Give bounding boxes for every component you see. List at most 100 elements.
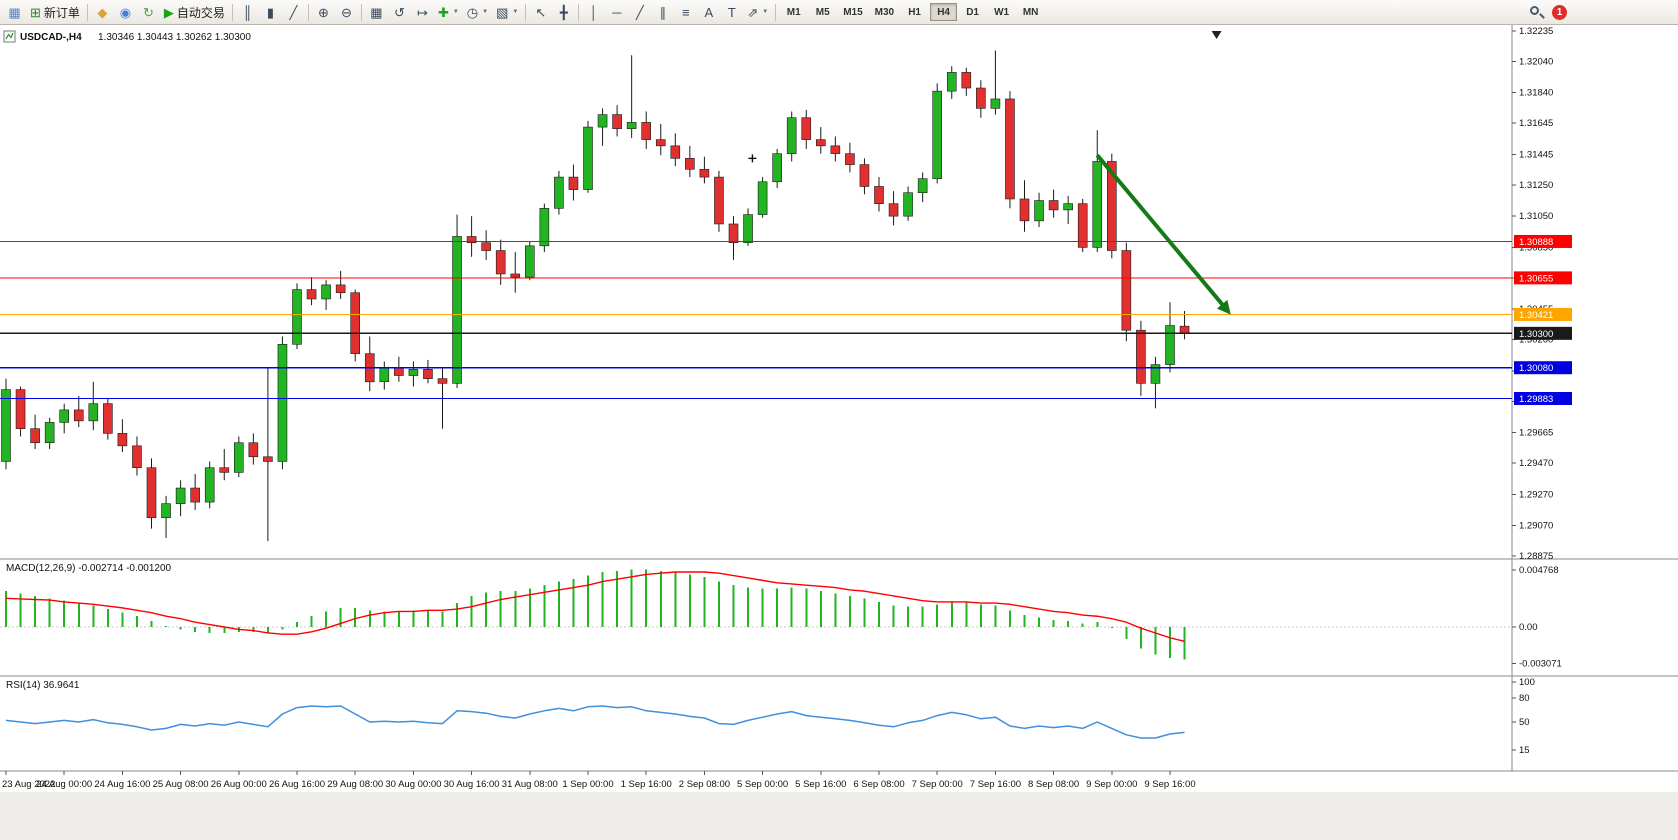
timeframe-m15-button[interactable]: M15 — [843, 6, 863, 18]
autotrading-button[interactable]: ▶ 自动交易 — [160, 2, 229, 23]
timeframe-d1-button[interactable]: D1 — [966, 6, 979, 18]
zoom-out-icon: ⊖ — [340, 4, 352, 20]
rsi-tick-label: 50 — [1519, 717, 1530, 728]
price-line-label-1.29883: 1.29883 — [1514, 392, 1572, 405]
trendline-button[interactable]: ╱ — [628, 2, 651, 23]
candle — [175, 487, 186, 504]
candle — [466, 236, 477, 244]
price-tick-label: 1.31050 — [1519, 211, 1553, 222]
svg-text:1.30080: 1.30080 — [1519, 363, 1553, 374]
candle — [117, 433, 128, 447]
price-tick-label: 1.29070 — [1519, 521, 1553, 532]
timeframe-w1-button[interactable]: W1 — [994, 6, 1010, 18]
charts-window-button[interactable]: ▦ — [3, 2, 26, 23]
chart-area[interactable]: 1.32235 1.32040 1.31840 1.31645 1.31445 1.312… — [0, 25, 1678, 840]
timeframe-h1-button[interactable]: H1 — [908, 6, 921, 18]
svg-text:1.30655: 1.30655 — [1519, 273, 1553, 284]
refresh-button[interactable]: ↻ — [137, 2, 160, 23]
horizontal-line-button[interactable]: ─ — [605, 2, 628, 23]
candle — [30, 428, 40, 444]
toolbar-separator — [525, 3, 527, 21]
price-line-label-1.30888: 1.30888 — [1514, 234, 1572, 248]
notification-badge[interactable]: 1 — [1552, 4, 1567, 20]
cursor-button[interactable]: ↖ — [529, 2, 552, 23]
crosshair-button[interactable]: ╋ — [552, 2, 575, 23]
candle — [932, 90, 943, 179]
periods-button[interactable]: ◷ ▼ — [463, 2, 492, 23]
timeframe-mn-button[interactable]: MN — [1022, 6, 1039, 18]
time-tick-label: 24 Aug 00:00 — [36, 779, 92, 790]
candle — [990, 98, 1001, 109]
macd-tick-label: 0.00 — [1519, 622, 1538, 633]
fibonacci-button[interactable]: ≡ — [674, 2, 697, 23]
candle — [757, 181, 768, 215]
candle — [699, 168, 710, 178]
candle — [394, 367, 404, 376]
dropdown-arrow-icon: ▼ — [482, 9, 489, 15]
new-order-icon: ⊞ — [30, 4, 41, 20]
candle — [408, 368, 419, 376]
search-icon[interactable] — [1528, 4, 1545, 20]
price-tick-label: 1.31645 — [1519, 118, 1553, 129]
candle — [146, 467, 157, 519]
vertical-line-button[interactable]: │ — [582, 2, 605, 23]
time-tick-label: 25 Aug 08:00 — [153, 779, 209, 790]
timeframe-m30-button[interactable]: M30 — [874, 6, 895, 18]
candlestick-chart-button[interactable]: ▮ — [259, 2, 282, 23]
candle — [1048, 200, 1059, 211]
cross-marker[interactable] — [748, 154, 757, 163]
horizontal-line-icon: ─ — [612, 4, 622, 20]
price-line-label-1.30080: 1.30080 — [1514, 361, 1572, 375]
indicators-button[interactable]: ✚ ▼ — [434, 2, 463, 23]
symbol-label: USDCAD-,H4 — [20, 32, 82, 43]
arrows-button[interactable]: ⇗ ▼ — [743, 2, 772, 23]
text-button[interactable]: A — [697, 2, 720, 23]
shift-marker[interactable] — [1211, 31, 1222, 39]
refresh-icon: ↻ — [142, 4, 154, 20]
new-order-button[interactable]: ⊞ 新订单 — [26, 2, 84, 23]
equidistant-channel-icon: ∥ — [659, 4, 667, 20]
equidistant-channel-button[interactable]: ∥ — [651, 2, 674, 23]
text-label-button[interactable]: T — [720, 2, 743, 23]
mql5-market-button[interactable]: ◆ — [91, 2, 114, 23]
fibonacci-icon: ≡ — [682, 4, 690, 20]
time-tick-label: 7 Sep 16:00 — [970, 779, 1021, 790]
rsi-panel: 100 80 50 15 RSI(14) 36.9641 — [5, 677, 1535, 756]
rsi-tick-label: 80 — [1519, 693, 1530, 704]
candle — [1063, 203, 1073, 211]
timeframe-m1-button[interactable]: M1 — [786, 6, 801, 18]
line-chart-button[interactable]: ╱ — [282, 2, 305, 23]
price-tick-label: 1.28875 — [1519, 551, 1553, 562]
zoom-out-button[interactable]: ⊖ — [335, 2, 358, 23]
bar-chart-button[interactable]: ║ — [236, 2, 259, 23]
timeframe-m5-button[interactable]: M5 — [815, 6, 830, 18]
candles — [1, 50, 1190, 542]
rsi-tick-label: 15 — [1519, 745, 1530, 756]
timeframe-h4-button[interactable]: H4 — [930, 3, 958, 21]
time-tick-label: 5 Sep 00:00 — [737, 779, 788, 790]
auto-scroll-button[interactable]: ↺ — [388, 2, 411, 23]
bottom-filler — [0, 792, 1678, 840]
trend-arrow[interactable] — [1095, 153, 1231, 315]
time-tick-label: 29 Aug 08:00 — [327, 779, 383, 790]
price-tick-label: 1.31250 — [1519, 180, 1553, 191]
zoom-in-button[interactable]: ⊕ — [312, 2, 335, 23]
candle — [292, 289, 302, 345]
time-tick-label: 1 Sep 16:00 — [621, 779, 672, 790]
mql5-community-icon: ◉ — [119, 4, 132, 20]
mql5-community-button[interactable]: ◉ — [114, 2, 137, 23]
candle — [641, 122, 652, 140]
templates-button[interactable]: ▧ ▼ — [492, 2, 522, 23]
candle — [306, 289, 317, 300]
chart-shift-button[interactable]: ↦ — [411, 2, 434, 23]
candle — [772, 153, 782, 183]
candle — [161, 503, 171, 519]
tile-windows-button[interactable]: ▦ — [365, 2, 388, 23]
cursor-icon: ↖ — [535, 4, 547, 20]
candle — [583, 126, 593, 190]
candle — [961, 72, 972, 89]
toolbar-separator — [360, 3, 362, 21]
search-icon-circle — [1530, 6, 1539, 15]
candle — [917, 178, 928, 194]
